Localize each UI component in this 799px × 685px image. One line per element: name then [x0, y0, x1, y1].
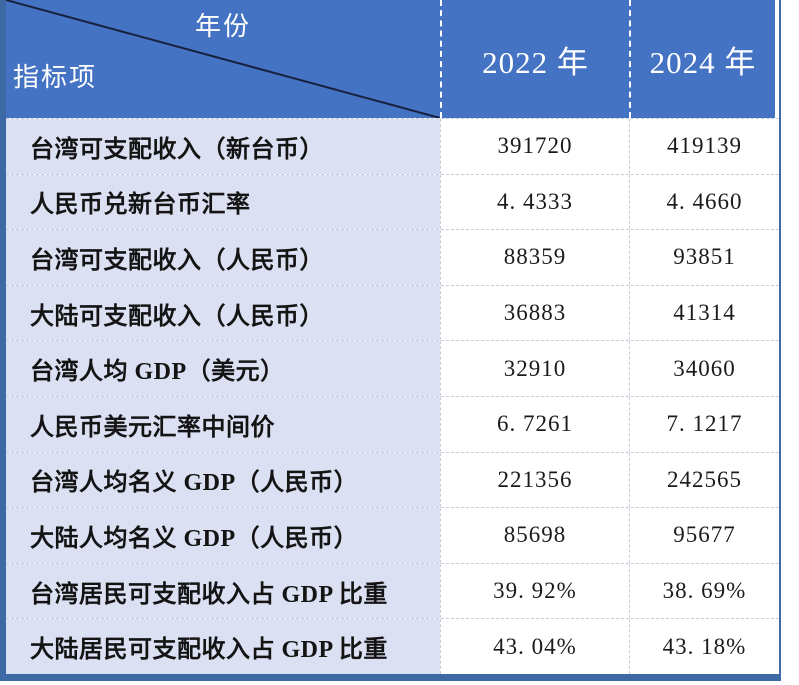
row-label-cell: 大陆可支配收入（人民币） — [6, 285, 440, 341]
value-cell-2024: 43. 18% — [629, 619, 779, 674]
table-row: 台湾人均 GDP（美元） 32910 34060 — [6, 340, 779, 396]
table-row: 台湾可支配收入（人民币） 88359 93851 — [6, 229, 779, 285]
corner-indicator-label: 指标项 — [13, 63, 98, 92]
table-row: 大陆可支配收入（人民币） 36883 41314 — [6, 284, 779, 341]
table-row: 台湾可支配收入（新台币） 391720 419139 — [6, 118, 779, 174]
value-cell-2022: 88359 — [440, 230, 629, 285]
value-cell-2024: 7. 1217 — [629, 396, 779, 452]
diagonal-divider-line — [6, 0, 440, 118]
column-header-2022: 2022 年 — [440, 0, 629, 118]
value-cell-2024: 41314 — [629, 285, 779, 341]
economic-indicators-table: 年份 指标项 2022 年 2024 年 台湾可支配收入（新台币） 391720… — [0, 0, 781, 681]
value-cell-2022: 391720 — [440, 119, 629, 174]
value-cell-2022: 43. 04% — [440, 619, 629, 674]
row-label-cell: 台湾居民可支配收入占 GDP 比重 — [6, 563, 440, 619]
table-row: 台湾居民可支配收入占 GDP 比重 39. 92% 38. 69% — [6, 562, 779, 619]
corner-header-cell: 年份 指标项 — [6, 0, 440, 118]
value-cell-2024: 419139 — [629, 119, 779, 174]
value-cell-2022: 4. 4333 — [440, 174, 629, 230]
value-cell-2024: 34060 — [629, 341, 779, 396]
row-label-cell: 大陆居民可支配收入占 GDP 比重 — [6, 619, 440, 674]
value-cell-2024: 93851 — [629, 230, 779, 285]
row-label-cell: 台湾人均 GDP（美元） — [6, 341, 440, 396]
row-label-cell: 人民币美元汇率中间价 — [6, 396, 440, 452]
table-header-row: 年份 指标项 2022 年 2024 年 — [6, 0, 779, 118]
row-label-cell: 大陆人均名义 GDP（人民币） — [6, 508, 440, 563]
row-label-cell: 台湾可支配收入（人民币） — [6, 230, 440, 285]
table-row: 台湾人均名义 GDP（人民币） 221356 242565 — [6, 451, 779, 508]
table-row: 大陆居民可支配收入占 GDP 比重 43. 04% 43. 18% — [6, 618, 779, 674]
row-label-cell: 台湾人均名义 GDP（人民币） — [6, 452, 440, 508]
value-cell-2022: 39. 92% — [440, 563, 629, 619]
value-cell-2022: 6. 7261 — [440, 396, 629, 452]
value-cell-2022: 85698 — [440, 508, 629, 563]
value-cell-2024: 38. 69% — [629, 563, 779, 619]
table-body: 台湾可支配收入（新台币） 391720 419139 人民币兑新台币汇率 4. … — [6, 118, 779, 674]
row-label-cell: 人民币兑新台币汇率 — [6, 174, 440, 230]
table-row: 人民币美元汇率中间价 6. 7261 7. 1217 — [6, 395, 779, 452]
corner-year-label: 年份 — [194, 12, 251, 41]
row-label-cell: 台湾可支配收入（新台币） — [6, 119, 440, 174]
value-cell-2022: 221356 — [440, 452, 629, 508]
table-row: 大陆人均名义 GDP（人民币） 85698 95677 — [6, 507, 779, 563]
value-cell-2022: 36883 — [440, 285, 629, 341]
value-cell-2024: 95677 — [629, 508, 779, 563]
column-header-2024: 2024 年 — [629, 0, 779, 118]
value-cell-2024: 4. 4660 — [629, 174, 779, 230]
value-cell-2024: 242565 — [629, 452, 779, 508]
value-cell-2022: 32910 — [440, 341, 629, 396]
table-row: 人民币兑新台币汇率 4. 4333 4. 4660 — [6, 173, 779, 230]
